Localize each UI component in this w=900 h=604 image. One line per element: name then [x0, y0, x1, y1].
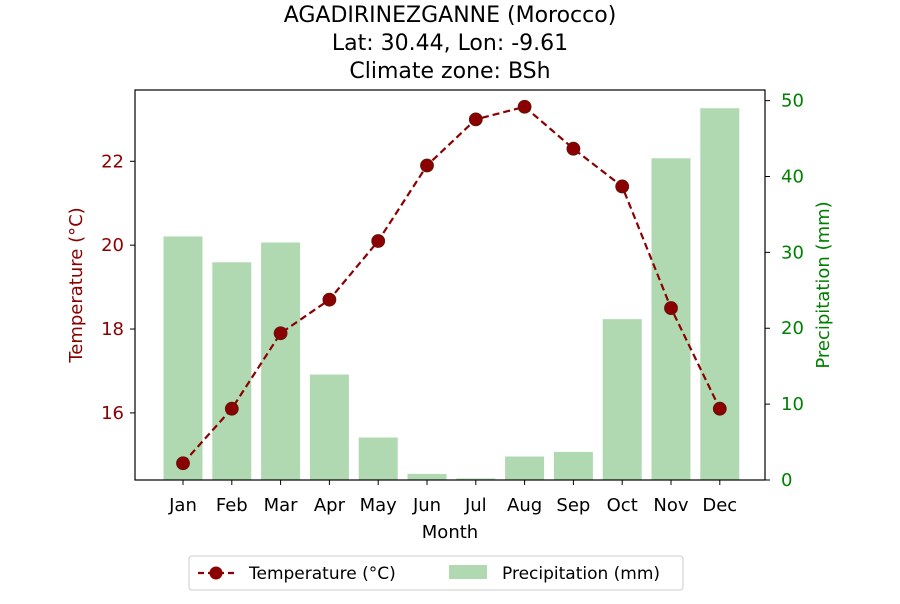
- y-right-axis-label: Precipitation (mm): [813, 201, 834, 368]
- x-tick-label-mar: Mar: [264, 495, 299, 516]
- legend-frame: [188, 555, 684, 591]
- x-axis-ticks: Jan Feb Mar Apr May Jun Jul Aug Sep Oct Nov Dec: [168, 480, 737, 516]
- x-tick-label-nov: Nov: [653, 495, 688, 516]
- temperature-point-aug: [517, 99, 532, 114]
- legend-temperature-label: Temperature (°C): [248, 564, 396, 584]
- temperature-point-jun: [420, 158, 434, 173]
- title-line-3: Climate zone: BSh: [349, 59, 550, 84]
- temperature-point-nov: [664, 301, 678, 315]
- precipitation-bar-oct: [602, 319, 642, 480]
- temperature-point-oct: [615, 179, 630, 194]
- precipitation-bar-jul: [456, 478, 496, 480]
- temperature-point-feb: [224, 401, 239, 416]
- x-tick-label-dec: Dec: [702, 495, 737, 516]
- y-left-tick-label-16: 16: [101, 403, 124, 424]
- plot-frame: [134, 89, 766, 481]
- precipitation-bar-sep: [553, 451, 593, 480]
- x-tick-label-aug: Aug: [507, 495, 542, 516]
- x-tick-label-apr: Apr: [314, 495, 346, 516]
- precipitation-bar-mar: [261, 242, 301, 480]
- x-tick-label-jan: Jan: [168, 495, 197, 516]
- chart-title: AGADIRINEZGANNE (Morocco) Lat: 30.44, Lo…: [284, 3, 617, 84]
- y-right-tick-label-10: 10: [781, 394, 804, 415]
- x-tick-label-may: May: [360, 495, 398, 516]
- x-tick-label-oct: Oct: [607, 495, 638, 516]
- legend: Temperature (°C) Precipitation (mm): [188, 555, 684, 591]
- temperature-point-may: [371, 234, 386, 248]
- title-line-2: Lat: 30.44, Lon: -9.61: [332, 31, 568, 56]
- x-tick-label-feb: Feb: [216, 495, 248, 516]
- y-left-axis-label: Temperature (°C): [66, 207, 87, 363]
- legend-precipitation-label: Precipitation (mm): [502, 564, 660, 584]
- temperature-point-apr: [322, 292, 337, 307]
- x-tick-label-sep: Sep: [556, 495, 590, 516]
- legend-temperature-marker: [209, 566, 223, 580]
- temperature-point-dec: [712, 401, 727, 416]
- temperature-point-sep: [566, 141, 581, 156]
- precipitation-bars: [163, 108, 740, 480]
- precipitation-bar-dec: [700, 108, 740, 480]
- y-right-axis-ticks: 0 10 20 30 40 50: [765, 91, 804, 491]
- y-left-axis-ticks: 16 18 20 22: [101, 151, 135, 424]
- temperature-point-mar: [273, 326, 288, 341]
- temperature-point-jan: [176, 456, 190, 471]
- y-right-tick-label-30: 30: [781, 242, 804, 263]
- title-line-1: AGADIRINEZGANNE (Morocco): [284, 3, 617, 28]
- temperature-line: [182, 105, 721, 464]
- y-right-tick-label-0: 0: [781, 470, 792, 491]
- precipitation-bar-feb: [212, 262, 252, 480]
- y-left-tick-label-20: 20: [101, 235, 124, 256]
- x-tick-label-jul: Jul: [464, 495, 487, 516]
- x-axis-label: Month: [422, 522, 478, 543]
- y-right-tick-label-40: 40: [781, 166, 804, 187]
- precipitation-bar-jun: [407, 473, 447, 480]
- y-right-tick-label-50: 50: [781, 91, 804, 112]
- precipitation-bar-aug: [505, 456, 545, 480]
- precipitation-bar-may: [358, 437, 398, 480]
- legend-precipitation-swatch: [449, 565, 487, 579]
- y-right-tick-label-20: 20: [781, 318, 804, 339]
- x-tick-label-jun: Jun: [412, 495, 441, 516]
- y-left-tick-label-18: 18: [101, 319, 124, 340]
- temperature-line-layer: [176, 99, 727, 471]
- y-left-tick-label-22: 22: [101, 151, 124, 172]
- precipitation-bar-nov: [651, 158, 691, 480]
- precipitation-bar-apr: [309, 374, 349, 480]
- temperature-point-jul: [468, 112, 483, 127]
- precipitation-bar-jan: [163, 236, 203, 480]
